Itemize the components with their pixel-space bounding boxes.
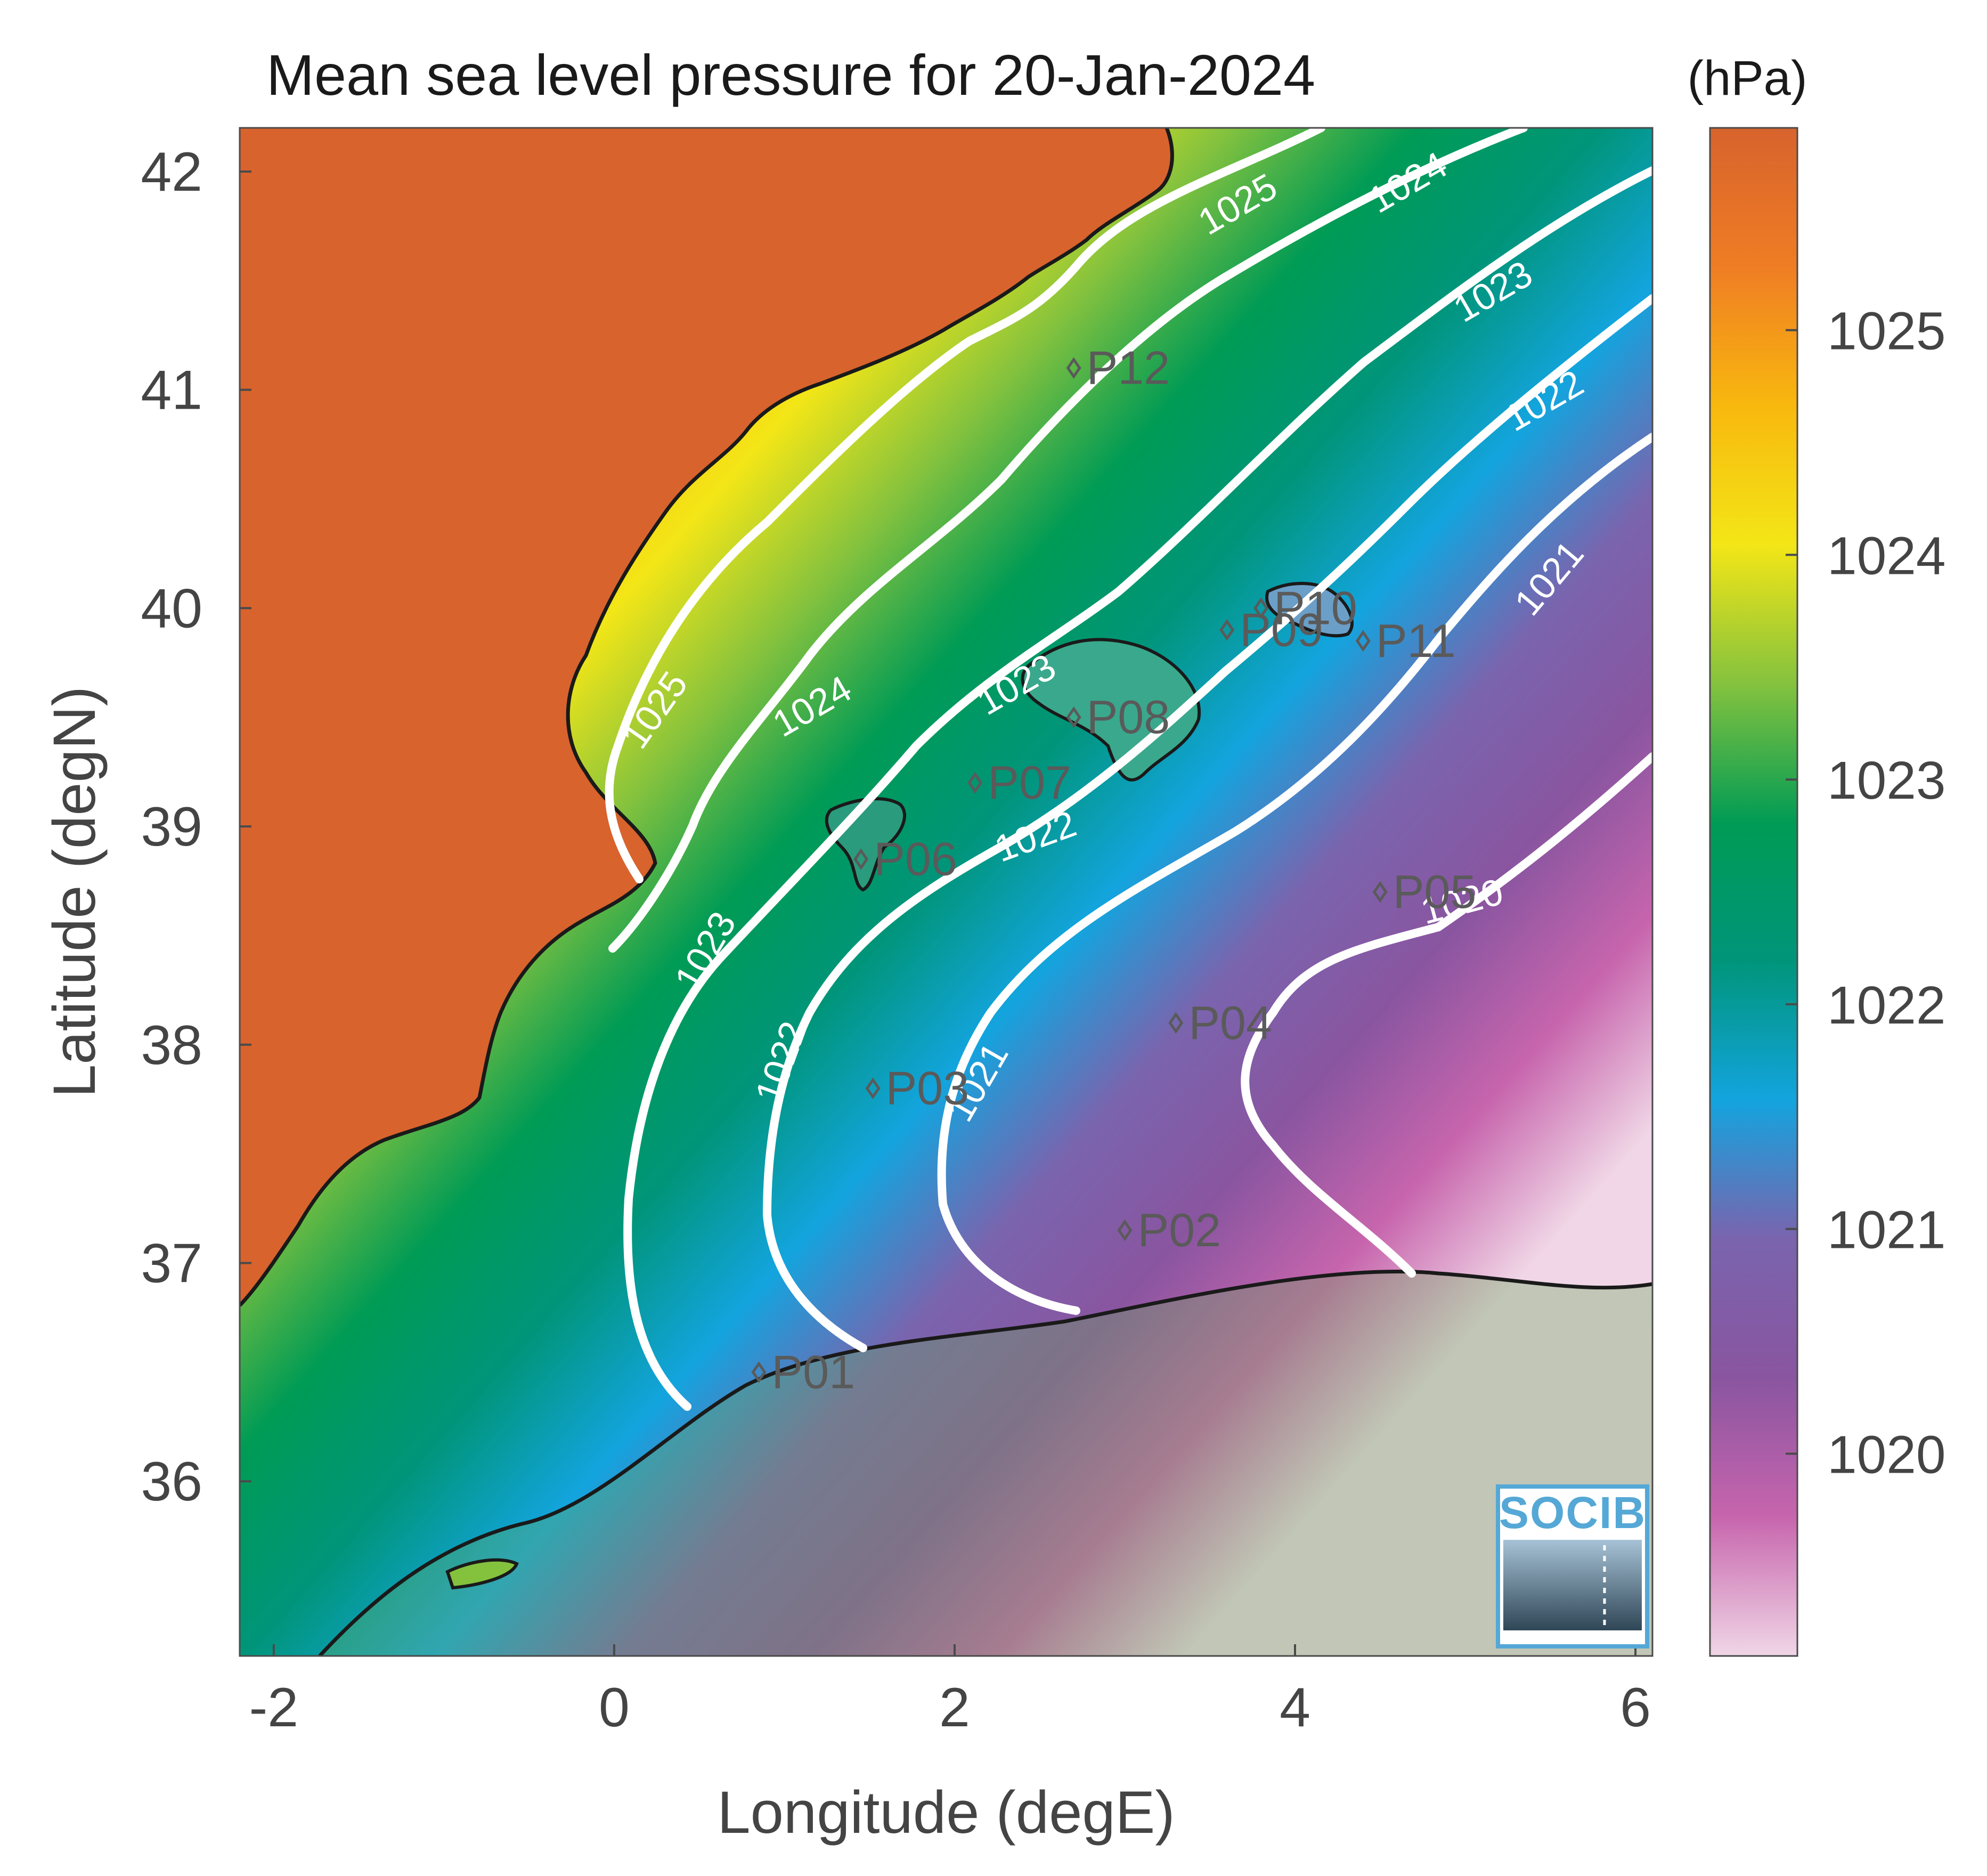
station-marker-icon: [853, 848, 869, 870]
x-axis-label: Longitude (degE): [717, 1779, 1175, 1846]
contour-1021: [937, 433, 1652, 1315]
y-axis-label: Latitude (degN): [41, 686, 108, 1098]
logo-text: SOCIB: [1499, 1488, 1646, 1538]
station-label: P08: [1087, 691, 1170, 743]
pressure-contours: [605, 128, 1652, 1411]
colorbar: [1709, 127, 1798, 1657]
land-africa: [320, 1271, 1652, 1656]
station-marker-icon: [865, 1077, 881, 1100]
colorbar-tick-label: 1023: [1827, 751, 1945, 810]
x-tick-label: -2: [249, 1677, 298, 1739]
y-tick-label: 41: [141, 360, 202, 421]
station-label: P06: [874, 833, 957, 886]
station-label: P07: [988, 756, 1071, 809]
map-title: Mean sea level pressure for 20-Jan-2024: [266, 43, 1315, 107]
station-label: P09: [1240, 603, 1323, 656]
contour-1020: [1241, 752, 1652, 1278]
colorbar-tick-label: 1025: [1827, 302, 1945, 361]
y-tick-label: 38: [141, 1014, 202, 1076]
colorbar-tick-label: 1021: [1827, 1200, 1945, 1260]
land-iberia: [240, 128, 1172, 1305]
logo-wave: [1503, 1540, 1642, 1630]
y-tick-label: 39: [141, 796, 202, 858]
x-tick-label: 0: [599, 1677, 630, 1739]
station-label: P05: [1393, 865, 1477, 918]
contour-1024: [608, 128, 1528, 953]
plot-frame: [239, 127, 1654, 1657]
y-axis-ticks: 42 41 40 39 38 37 36: [141, 141, 251, 1513]
colorbar-tick-label: 1020: [1827, 1425, 1945, 1484]
station-label: P11: [1376, 614, 1456, 667]
station-marker-icon: [1372, 881, 1388, 903]
y-tick-label: 40: [141, 578, 202, 639]
station-marker-icon: [1117, 1219, 1133, 1241]
station-marker-icon: [1168, 1012, 1184, 1034]
x-axis-ticks: -2 0 2 4 6: [249, 1644, 1651, 1739]
colorbar-tick-label: 1022: [1827, 976, 1945, 1035]
colorbar-tick-label: 1024: [1827, 526, 1945, 586]
colorbar-ticks: 1025 1024 1023 1022 1021 1020: [1786, 302, 1945, 1484]
station-marker-icon: [1066, 706, 1081, 728]
socib-logo: SOCIB: [1496, 1484, 1649, 1648]
contour-1023: [623, 166, 1652, 1411]
station-marker-icon: [751, 1361, 767, 1383]
station-label: P04: [1188, 996, 1272, 1049]
station-label: P12: [1087, 342, 1170, 394]
station-marker-icon: [1253, 597, 1269, 619]
station-label: P01: [772, 1345, 856, 1398]
contour-1022: [762, 294, 1652, 1352]
coastline-africa: [318, 1270, 1652, 1656]
contour-1025: [605, 128, 1325, 883]
x-tick-label: 2: [939, 1677, 970, 1739]
station-label: P03: [886, 1062, 970, 1115]
plot-area: 1025102510241024102310231023102210221022…: [240, 128, 1652, 1656]
y-tick-label: 42: [141, 141, 202, 203]
y-tick-label: 36: [141, 1451, 202, 1513]
island-mallorca: [1021, 638, 1201, 782]
island-alboran: [445, 1558, 519, 1590]
y-tick-label: 37: [141, 1233, 202, 1295]
station-label: P10: [1274, 581, 1357, 634]
station-marker-icon: [1355, 630, 1371, 652]
station-marker-icon: [1066, 357, 1081, 379]
station-marker-icon: [1219, 619, 1235, 641]
coastline-iberia: [240, 128, 1174, 1307]
colorbar-unit: (hPa): [1688, 51, 1807, 105]
station-label: P02: [1137, 1204, 1221, 1256]
station-marker-icon: [967, 771, 983, 794]
x-tick-label: 6: [1620, 1677, 1651, 1739]
x-tick-label: 4: [1280, 1677, 1310, 1739]
